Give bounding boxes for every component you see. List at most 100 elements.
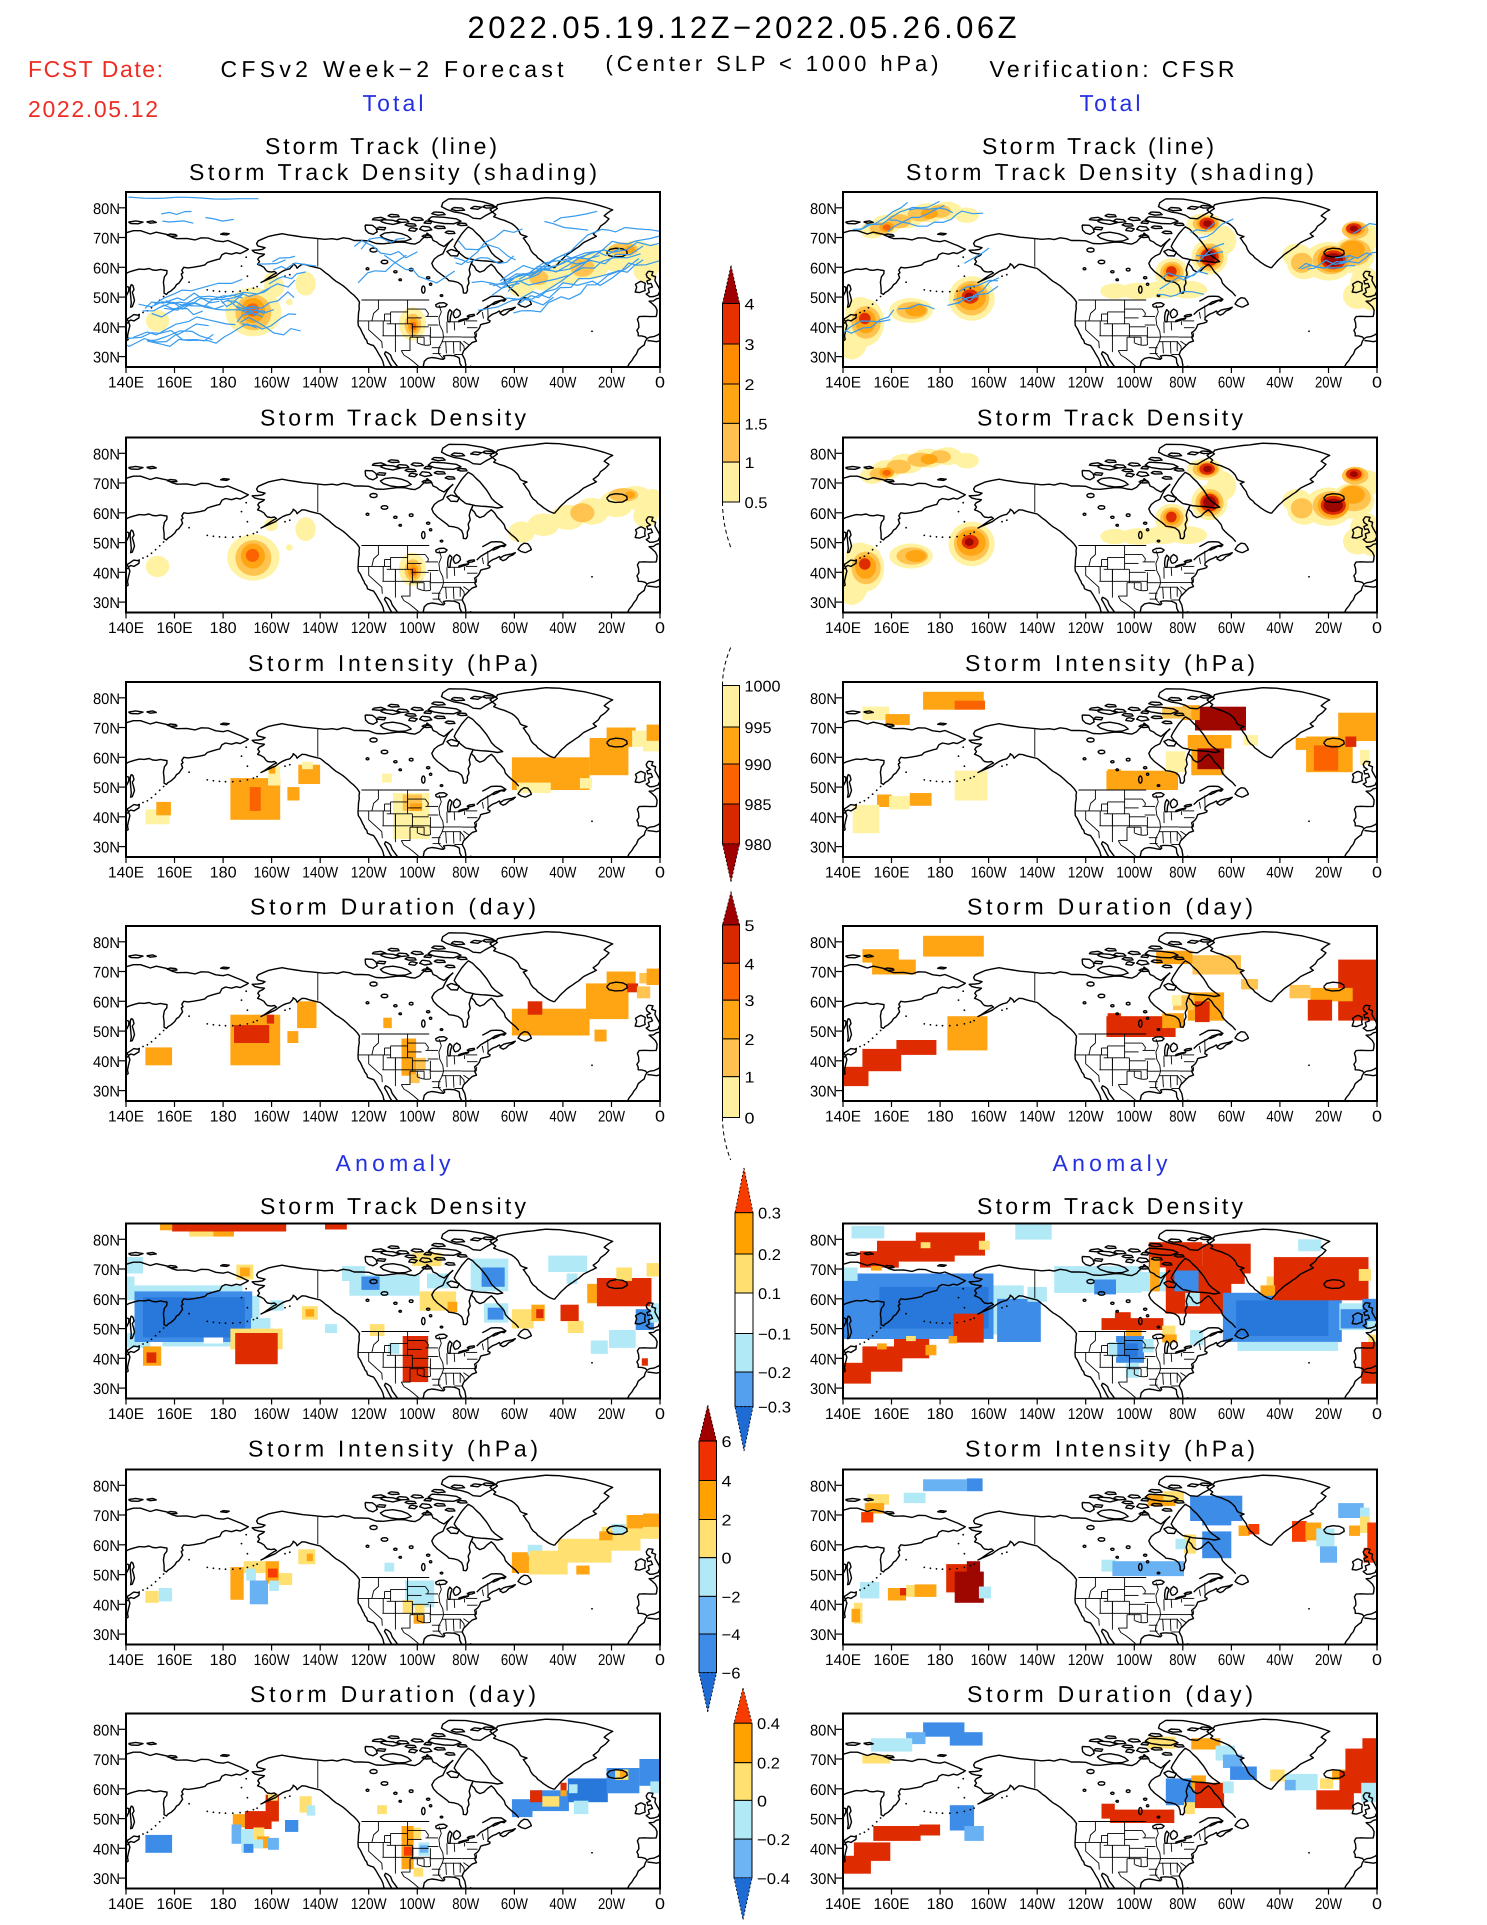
svg-text:60N: 60N bbox=[810, 750, 837, 767]
svg-text:4: 4 bbox=[722, 1474, 732, 1491]
svg-text:30N: 30N bbox=[810, 1627, 837, 1644]
svg-text:80N: 80N bbox=[810, 201, 837, 218]
svg-text:140W: 140W bbox=[1019, 1652, 1055, 1669]
svg-text:0: 0 bbox=[1372, 1896, 1382, 1913]
svg-text:100W: 100W bbox=[399, 620, 435, 637]
svg-text:60N: 60N bbox=[93, 260, 120, 277]
svg-text:140W: 140W bbox=[302, 865, 338, 882]
svg-text:20W: 20W bbox=[1315, 620, 1342, 637]
svg-text:40W: 40W bbox=[549, 1406, 576, 1423]
svg-text:30N: 30N bbox=[810, 350, 837, 367]
svg-text:40N: 40N bbox=[810, 1597, 837, 1614]
svg-text:180: 180 bbox=[210, 620, 237, 637]
svg-text:Storm Intensity (hPa): Storm Intensity (hPa) bbox=[965, 650, 1255, 676]
svg-text:Storm Track Density (shading): Storm Track Density (shading) bbox=[906, 159, 1314, 185]
svg-text:50N: 50N bbox=[93, 1322, 120, 1339]
svg-text:4: 4 bbox=[745, 297, 755, 314]
svg-text:3: 3 bbox=[745, 993, 755, 1010]
svg-text:120W: 120W bbox=[1068, 620, 1104, 637]
svg-text:80N: 80N bbox=[93, 691, 120, 708]
svg-text:30N: 30N bbox=[93, 595, 120, 612]
svg-text:80W: 80W bbox=[1169, 620, 1196, 637]
svg-text:60W: 60W bbox=[1218, 620, 1245, 637]
svg-text:20W: 20W bbox=[598, 1109, 625, 1126]
svg-text:80N: 80N bbox=[93, 446, 120, 463]
svg-text:2: 2 bbox=[722, 1513, 732, 1530]
svg-text:160W: 160W bbox=[971, 375, 1007, 392]
svg-text:Storm Track Density (shading): Storm Track Density (shading) bbox=[189, 159, 597, 185]
svg-text:60W: 60W bbox=[501, 1896, 528, 1913]
svg-text:80W: 80W bbox=[452, 1406, 479, 1423]
svg-text:80W: 80W bbox=[1169, 375, 1196, 392]
svg-text:Storm Duration (day): Storm Duration (day) bbox=[250, 894, 536, 920]
svg-text:−0.3: −0.3 bbox=[758, 1400, 791, 1417]
svg-text:20W: 20W bbox=[598, 620, 625, 637]
svg-text:50N: 50N bbox=[93, 290, 120, 307]
svg-text:50N: 50N bbox=[810, 1812, 837, 1829]
svg-text:180: 180 bbox=[210, 1406, 237, 1423]
svg-text:60W: 60W bbox=[501, 1652, 528, 1669]
svg-text:120W: 120W bbox=[351, 1896, 387, 1913]
svg-text:100W: 100W bbox=[399, 1652, 435, 1669]
svg-text:Verification: CFSR: Verification: CFSR bbox=[990, 56, 1235, 82]
svg-text:30N: 30N bbox=[93, 1381, 120, 1398]
svg-text:180: 180 bbox=[210, 375, 237, 392]
svg-text:50N: 50N bbox=[93, 536, 120, 553]
svg-text:160E: 160E bbox=[157, 1109, 193, 1126]
svg-text:180: 180 bbox=[927, 1109, 954, 1126]
svg-text:0: 0 bbox=[1372, 1109, 1382, 1126]
svg-text:60W: 60W bbox=[501, 1109, 528, 1126]
svg-text:140W: 140W bbox=[302, 1109, 338, 1126]
svg-text:100W: 100W bbox=[399, 1896, 435, 1913]
svg-text:80N: 80N bbox=[810, 1722, 837, 1739]
svg-text:180: 180 bbox=[927, 375, 954, 392]
svg-text:0.5: 0.5 bbox=[745, 495, 768, 512]
svg-text:60W: 60W bbox=[1218, 1652, 1245, 1669]
svg-text:120W: 120W bbox=[351, 1652, 387, 1669]
svg-text:70N: 70N bbox=[810, 1508, 837, 1525]
svg-text:180: 180 bbox=[927, 865, 954, 882]
svg-text:70N: 70N bbox=[810, 1752, 837, 1769]
svg-text:Total: Total bbox=[1080, 90, 1141, 116]
svg-text:140W: 140W bbox=[302, 1652, 338, 1669]
svg-text:40N: 40N bbox=[93, 1054, 120, 1071]
svg-text:50N: 50N bbox=[810, 780, 837, 797]
svg-text:40W: 40W bbox=[549, 620, 576, 637]
svg-text:80N: 80N bbox=[810, 691, 837, 708]
svg-text:60W: 60W bbox=[1218, 1406, 1245, 1423]
svg-text:20W: 20W bbox=[1315, 1896, 1342, 1913]
svg-text:120W: 120W bbox=[1068, 375, 1104, 392]
svg-text:160E: 160E bbox=[157, 1406, 193, 1423]
svg-text:180: 180 bbox=[210, 1652, 237, 1669]
svg-text:60N: 60N bbox=[810, 1782, 837, 1799]
svg-text:Anomaly: Anomaly bbox=[336, 1150, 452, 1176]
svg-text:160E: 160E bbox=[157, 375, 193, 392]
svg-text:Storm Intensity (hPa): Storm Intensity (hPa) bbox=[965, 1436, 1255, 1462]
svg-text:40N: 40N bbox=[810, 565, 837, 582]
svg-text:180: 180 bbox=[210, 1896, 237, 1913]
svg-text:0: 0 bbox=[1372, 865, 1382, 882]
svg-text:160W: 160W bbox=[971, 620, 1007, 637]
svg-text:70N: 70N bbox=[810, 476, 837, 493]
svg-text:−0.2: −0.2 bbox=[757, 1832, 790, 1849]
svg-text:2: 2 bbox=[745, 377, 755, 394]
svg-text:80W: 80W bbox=[452, 1652, 479, 1669]
svg-text:30N: 30N bbox=[93, 1084, 120, 1101]
svg-text:20W: 20W bbox=[598, 1896, 625, 1913]
svg-text:0: 0 bbox=[655, 620, 665, 637]
svg-text:120W: 120W bbox=[1068, 1896, 1104, 1913]
svg-text:Total: Total bbox=[363, 90, 424, 116]
svg-text:40N: 40N bbox=[93, 1841, 120, 1858]
svg-text:70N: 70N bbox=[810, 1262, 837, 1279]
svg-text:160W: 160W bbox=[254, 1896, 290, 1913]
svg-text:160W: 160W bbox=[971, 1652, 1007, 1669]
svg-text:160W: 160W bbox=[254, 1406, 290, 1423]
svg-text:980: 980 bbox=[745, 837, 772, 854]
svg-text:80N: 80N bbox=[93, 935, 120, 952]
svg-text:60N: 60N bbox=[810, 260, 837, 277]
svg-text:−2: −2 bbox=[722, 1589, 741, 1606]
svg-text:−4: −4 bbox=[722, 1627, 741, 1644]
svg-text:160E: 160E bbox=[874, 375, 910, 392]
svg-text:70N: 70N bbox=[810, 965, 837, 982]
svg-text:160W: 160W bbox=[971, 1896, 1007, 1913]
